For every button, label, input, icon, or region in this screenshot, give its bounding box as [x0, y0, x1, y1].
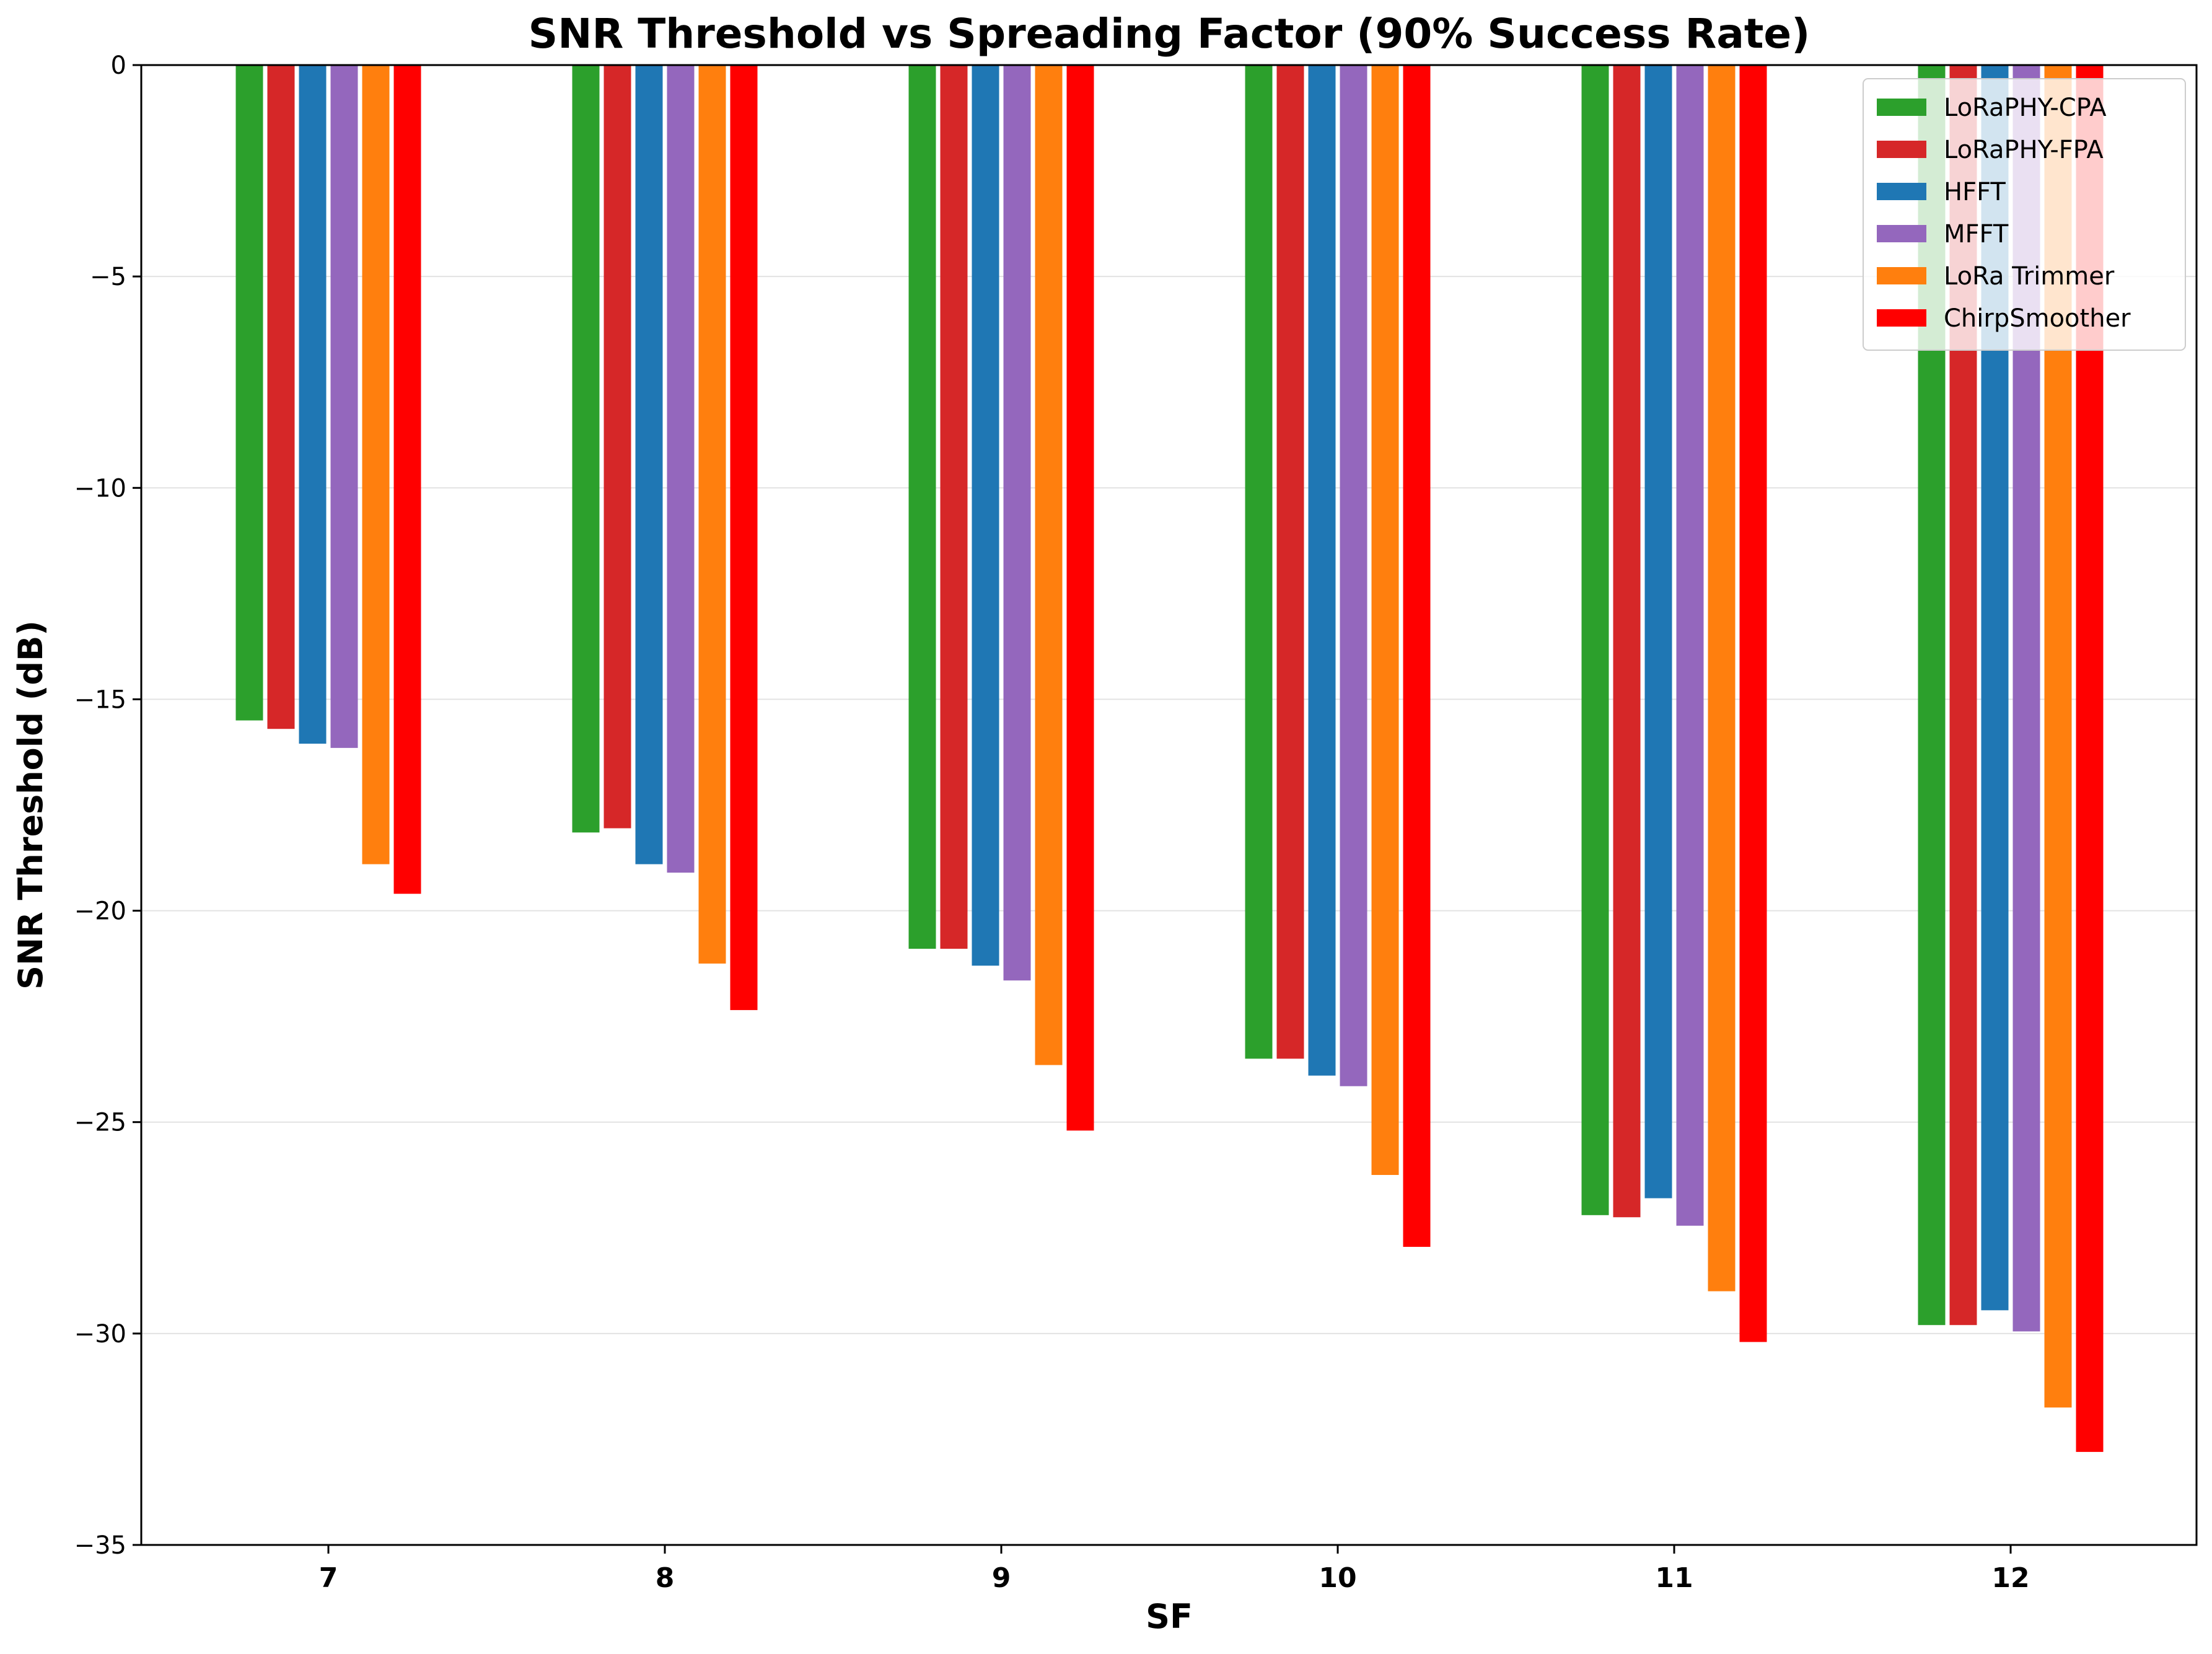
- bar-hfft-sf7: [299, 65, 327, 744]
- y-tick-label: −20: [74, 897, 126, 926]
- bar-mfft-sf11: [1676, 65, 1704, 1226]
- x-tick-label: 9: [992, 1562, 1011, 1594]
- legend: LoRaPHY-CPA LoRaPHY-FPA HFFT MFFT LoRa Trimm…: [1863, 78, 2186, 351]
- bar-chirpsmoother-sf10: [1403, 65, 1431, 1247]
- bar-chirpsmoother-sf9: [1066, 65, 1094, 1131]
- bar-lora-trimmer-sf8: [698, 65, 726, 964]
- bar-mfft-sf8: [667, 65, 695, 873]
- x-tick-label: 8: [656, 1562, 675, 1594]
- bar-loraphy-fpa-sf9: [940, 65, 968, 949]
- legend-swatch: [1877, 309, 1926, 327]
- bar-loraphy-cpa-sf7: [235, 65, 263, 721]
- legend-swatch: [1877, 267, 1926, 284]
- bar-chirpsmoother-sf11: [1739, 65, 1767, 1342]
- bar-loraphy-cpa-sf11: [1581, 65, 1609, 1215]
- chart-title: SNR Threshold vs Spreading Factor (90% S…: [529, 10, 1810, 58]
- bar-loraphy-fpa-sf8: [603, 65, 631, 829]
- bar-loraphy-cpa-sf9: [908, 65, 936, 949]
- x-tick-label: 10: [1319, 1562, 1356, 1594]
- bar-lora-trimmer-sf10: [1371, 65, 1399, 1175]
- bar-hfft-sf11: [1644, 65, 1672, 1199]
- y-tick-label: −30: [74, 1320, 126, 1348]
- legend-swatch: [1877, 183, 1926, 200]
- x-tick-label: 12: [1991, 1562, 2029, 1594]
- y-tick-label: 0: [111, 51, 126, 80]
- legend-label: ChirpSmoother: [1944, 304, 2131, 333]
- y-tick-label: −15: [74, 685, 126, 714]
- bar-lora-trimmer-sf11: [1708, 65, 1736, 1291]
- bar-hfft-sf8: [635, 65, 663, 864]
- legend-label: LoRaPHY-FPA: [1944, 136, 2104, 164]
- bar-lora-trimmer-sf7: [362, 65, 390, 864]
- legend-swatch: [1877, 99, 1926, 116]
- x-tick-label: 7: [319, 1562, 338, 1594]
- y-tick-label: −25: [74, 1109, 126, 1137]
- bar-loraphy-fpa-sf10: [1276, 65, 1304, 1059]
- y-axis-label: SNR Threshold (dB): [11, 620, 50, 990]
- bar-loraphy-fpa-sf7: [267, 65, 295, 729]
- bar-loraphy-fpa-sf11: [1613, 65, 1641, 1218]
- y-tick-label: −5: [90, 263, 126, 291]
- bar-mfft-sf9: [1003, 65, 1031, 981]
- bar-hfft-sf10: [1308, 65, 1336, 1076]
- legend-label: LoRa Trimmer: [1944, 262, 2115, 291]
- bar-chirpsmoother-sf8: [730, 65, 758, 1010]
- legend-box: [1863, 78, 2186, 351]
- legend-swatch: [1877, 225, 1926, 242]
- plot-frame: [140, 64, 2198, 1546]
- bar-mfft-sf7: [330, 65, 358, 748]
- bar-loraphy-cpa-sf10: [1245, 65, 1273, 1059]
- x-axis-label: SF: [1146, 1597, 1193, 1636]
- bar-lora-trimmer-sf9: [1035, 65, 1063, 1065]
- bar-hfft-sf9: [972, 65, 999, 966]
- y-tick-label: −10: [74, 474, 126, 503]
- grid-lines: [141, 276, 2197, 1334]
- legend-swatch: [1877, 141, 1926, 158]
- bar-mfft-sf10: [1340, 65, 1367, 1086]
- x-tick-label: 11: [1655, 1562, 1693, 1594]
- legend-label: HFFT: [1944, 178, 2006, 206]
- y-tick-label: −35: [74, 1531, 126, 1560]
- x-axis-ticks: 7 8 9 10 11 12: [319, 1545, 2030, 1594]
- legend-label: MFFT: [1944, 220, 2009, 249]
- legend-label: LoRaPHY-CPA: [1944, 94, 2107, 122]
- y-axis-ticks: 0 −5 −10 −15 −20 −25 −30 −35: [74, 51, 141, 1560]
- bar-loraphy-cpa-sf8: [572, 65, 600, 833]
- bar-chirpsmoother-sf7: [393, 65, 421, 894]
